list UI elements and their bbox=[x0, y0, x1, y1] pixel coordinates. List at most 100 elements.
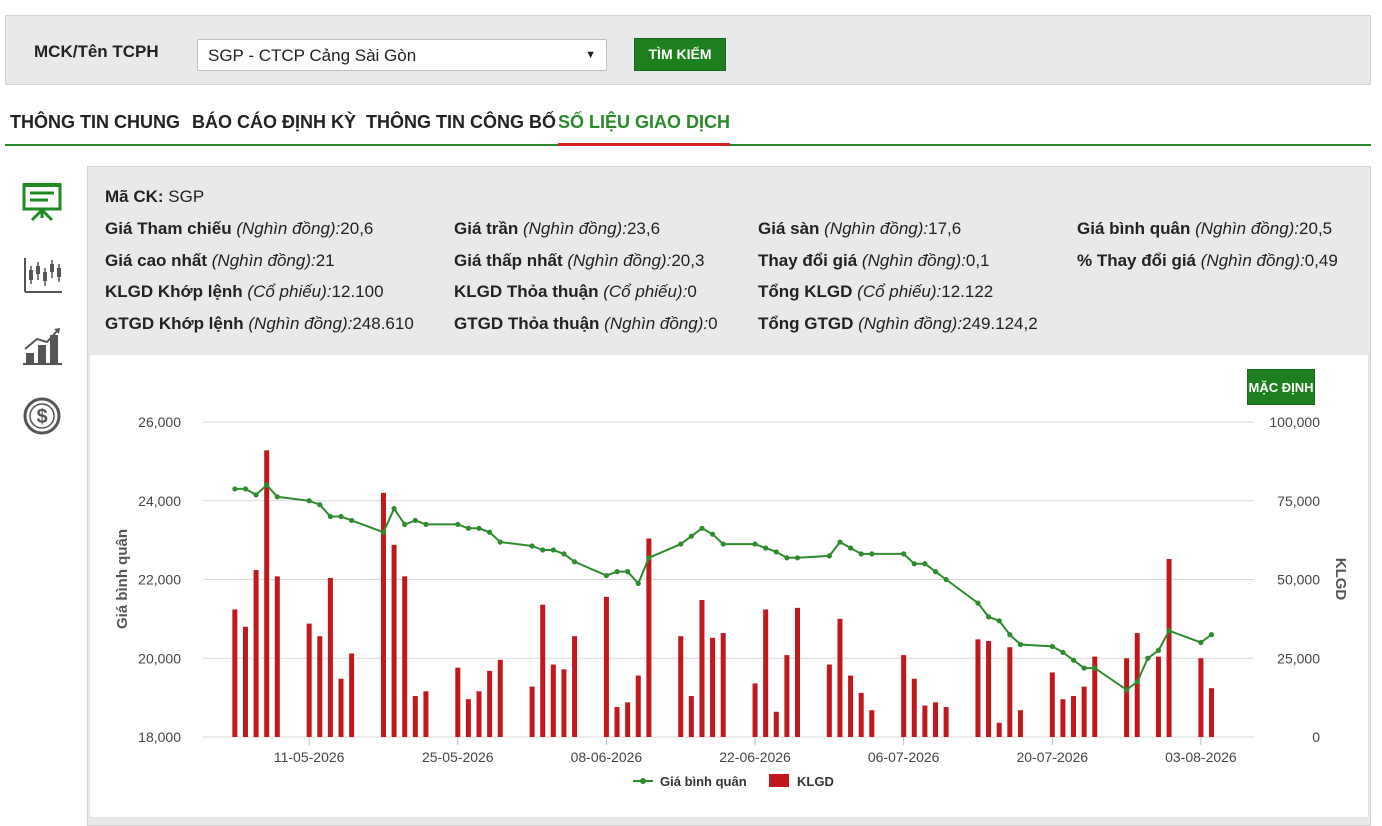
info-field-label: KLGD Thỏa thuận bbox=[454, 282, 599, 301]
info-field-unit: (Nghìn đồng): bbox=[604, 314, 709, 333]
ticker-label: Mã CK: bbox=[105, 187, 164, 206]
price-point bbox=[922, 561, 928, 567]
price-point bbox=[943, 576, 949, 583]
price-point bbox=[232, 486, 238, 492]
volume-bar bbox=[858, 692, 864, 737]
price-point bbox=[242, 486, 249, 492]
search-bar: MCK/Tên TCPH SGP - CTCP Cảng Sài Gòn ▼ T… bbox=[5, 15, 1371, 85]
volume-bar bbox=[349, 653, 355, 737]
volume-bar bbox=[317, 636, 323, 737]
info-field: GTGD Thỏa thuận (Nghìn đồng):0 bbox=[454, 314, 718, 334]
info-field-unit: (Cổ phiếu): bbox=[857, 282, 942, 301]
price-point bbox=[1081, 665, 1087, 671]
info-field-value: 20,6 bbox=[340, 219, 374, 238]
volume-bar bbox=[1166, 559, 1172, 737]
info-field-value: 23,6 bbox=[626, 219, 661, 238]
info-field-label: Giá bình quân bbox=[1077, 219, 1191, 238]
info-field-unit: (Nghìn đồng): bbox=[1200, 251, 1305, 270]
volume-bar bbox=[327, 577, 333, 737]
info-field-unit: (Nghìn đồng): bbox=[567, 251, 672, 270]
price-point bbox=[847, 545, 854, 551]
volume-bar bbox=[412, 696, 418, 737]
chart-container bbox=[89, 354, 1369, 818]
volume-bar bbox=[784, 655, 790, 737]
dollar-coin-icon[interactable]: $ bbox=[20, 394, 64, 438]
default-view-button[interactable]: MẶC ĐỊNH bbox=[1247, 369, 1315, 405]
info-field-value: 249.124,2 bbox=[962, 314, 1038, 333]
presentation-board-icon[interactable] bbox=[20, 180, 64, 224]
price-point bbox=[550, 547, 556, 553]
tab-periodic-reports[interactable]: BÁO CÁO ĐỊNH KỲ bbox=[192, 112, 357, 132]
tab-trading-data[interactable]: SỐ LIỆU GIAO DỊCH bbox=[558, 112, 731, 146]
volume-bar bbox=[795, 607, 801, 737]
volume-bar bbox=[720, 633, 726, 737]
volume-bar bbox=[922, 705, 928, 737]
volume-bar bbox=[752, 683, 758, 737]
y-left-tick-label: 20,000 bbox=[138, 650, 181, 666]
volume-bar bbox=[625, 702, 631, 737]
info-field: Giá sàn (Nghìn đồng):17,6 bbox=[758, 219, 961, 239]
volume-bar bbox=[253, 570, 259, 737]
price-point bbox=[901, 551, 907, 557]
x-tick-label: 08-06-2026 bbox=[571, 749, 643, 765]
chevron-down-icon[interactable]: ▼ bbox=[585, 49, 596, 61]
price-point bbox=[763, 545, 769, 551]
price-point bbox=[402, 521, 408, 527]
info-field-unit: (Nghìn đồng): bbox=[522, 219, 627, 238]
volume-bar bbox=[487, 670, 493, 737]
info-field: Giá trần (Nghìn đồng):23,6 bbox=[454, 219, 660, 239]
price-point bbox=[571, 559, 578, 565]
price-point bbox=[1049, 643, 1055, 650]
search-button[interactable]: TÌM KIẾM bbox=[634, 38, 726, 71]
ticker-line: Mã CK: SGP bbox=[105, 187, 204, 207]
volume-bar bbox=[911, 678, 917, 737]
y-right-tick-label: 100,000 bbox=[1269, 414, 1320, 430]
info-field: Giá thấp nhất (Nghìn đồng):20,3 bbox=[454, 251, 704, 271]
price-point bbox=[996, 618, 1002, 624]
growth-bar-chart-icon[interactable] bbox=[20, 325, 64, 369]
volume-bar bbox=[455, 667, 461, 737]
volume-bar bbox=[1124, 658, 1130, 737]
price-point bbox=[412, 517, 418, 524]
price-point bbox=[752, 541, 758, 547]
search-label: MCK/Tên TCPH bbox=[34, 42, 159, 61]
volume-bar bbox=[635, 675, 641, 737]
volume-bar bbox=[975, 639, 981, 737]
candlestick-chart-icon[interactable] bbox=[20, 254, 64, 298]
volume-bar bbox=[943, 707, 949, 737]
price-point bbox=[709, 531, 716, 537]
tab-general-info[interactable]: THÔNG TIN CHUNG bbox=[10, 112, 180, 132]
info-field-unit: (Nghìn đồng): bbox=[1195, 219, 1300, 238]
price-point bbox=[858, 551, 864, 557]
volume-bar bbox=[646, 538, 652, 737]
volume-bar bbox=[306, 623, 312, 737]
x-tick-label: 06-07-2026 bbox=[868, 749, 940, 765]
volume-bar bbox=[869, 710, 875, 737]
price-point bbox=[625, 569, 631, 575]
legend-line-marker bbox=[640, 778, 646, 784]
info-field-value: 20,5 bbox=[1299, 219, 1333, 238]
price-point bbox=[932, 569, 939, 575]
price-point bbox=[1198, 639, 1204, 646]
y-left-axis-title: Giá bình quân bbox=[114, 529, 131, 629]
price-point bbox=[1017, 641, 1024, 648]
price-point bbox=[349, 517, 355, 524]
volume-bar bbox=[232, 609, 238, 737]
y-left-tick-label: 22,000 bbox=[138, 572, 181, 588]
tab-disclosures[interactable]: THÔNG TIN CÔNG BỐ bbox=[366, 112, 556, 132]
info-field-label: Giá trần bbox=[454, 219, 519, 238]
price-point bbox=[391, 506, 397, 512]
info-field-value: 21 bbox=[315, 251, 335, 270]
info-field-value: 20,3 bbox=[671, 251, 705, 270]
price-point bbox=[784, 555, 790, 561]
price-point bbox=[646, 555, 652, 561]
volume-bar bbox=[380, 492, 386, 737]
volume-bar bbox=[837, 618, 843, 737]
volume-bar bbox=[402, 576, 408, 737]
volume-bar bbox=[848, 675, 854, 737]
legend-volume-label: KLGD bbox=[797, 774, 834, 789]
ticker-select[interactable]: SGP - CTCP Cảng Sài Gòn ▼ bbox=[197, 39, 607, 71]
volume-bar bbox=[465, 699, 471, 737]
volume-bar bbox=[1134, 633, 1140, 737]
info-field-label: Giá thấp nhất bbox=[454, 251, 563, 270]
